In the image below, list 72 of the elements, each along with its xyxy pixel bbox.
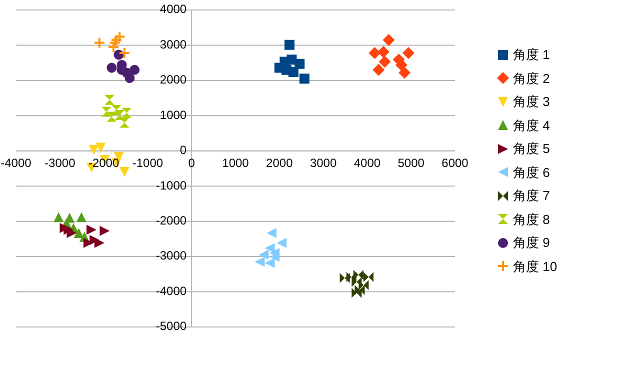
point <box>398 66 411 79</box>
point <box>76 212 86 222</box>
point <box>110 34 123 46</box>
legend-label: 角度 2 <box>513 70 550 88</box>
y-tick-label: 4000 <box>160 2 187 16</box>
y-tick-label: -1000 <box>156 178 187 192</box>
point <box>114 30 126 43</box>
y-tick-label: 3000 <box>160 37 187 52</box>
point <box>288 66 298 77</box>
point <box>54 212 64 222</box>
x-tick-label: 4000 <box>354 156 381 170</box>
x-tick-label: -3000 <box>44 156 76 170</box>
legend-label: 角度 5 <box>513 140 550 158</box>
legend-label: 角度 1 <box>513 46 550 64</box>
x-tick-label: 2000 <box>266 156 294 170</box>
point <box>118 46 130 59</box>
point <box>101 106 112 117</box>
legend-label: 角度 3 <box>513 93 550 111</box>
point <box>119 167 130 178</box>
y-tick-label: 0 <box>180 143 187 158</box>
x-tick-label: 3000 <box>310 156 337 170</box>
point <box>122 108 132 118</box>
x-tick-label: 1000 <box>222 156 250 170</box>
x-tick-label: 6000 <box>442 156 469 170</box>
point <box>352 288 362 298</box>
point <box>372 64 385 76</box>
point <box>86 224 97 235</box>
legend-label: 角度 6 <box>513 164 550 182</box>
point <box>377 46 390 58</box>
x-tick-label: -4000 <box>0 156 32 170</box>
point <box>106 112 117 122</box>
point <box>294 58 305 69</box>
y-tick-label: 1000 <box>160 108 187 122</box>
point <box>104 94 115 105</box>
point <box>266 228 276 238</box>
x-tick-label: 5000 <box>398 156 425 170</box>
point <box>364 272 374 282</box>
legend-label: 角度 7 <box>513 187 550 205</box>
y-tick-label: -2000 <box>156 214 187 228</box>
x-tick-label: -1000 <box>132 156 164 170</box>
point <box>368 46 381 59</box>
legend-label: 角度 8 <box>513 210 550 228</box>
point <box>64 224 74 235</box>
point <box>284 40 294 50</box>
point <box>258 250 269 260</box>
point <box>299 74 310 84</box>
legend-label: 角度 4 <box>513 116 550 134</box>
legend-label: 角度 9 <box>513 234 550 252</box>
point <box>74 228 84 238</box>
point <box>378 56 391 68</box>
point <box>264 258 275 268</box>
point <box>88 144 99 155</box>
point <box>382 34 395 46</box>
point <box>353 270 364 280</box>
point <box>130 64 140 75</box>
y-tick-label: 2000 <box>160 72 187 87</box>
point <box>100 226 110 236</box>
point <box>276 238 287 248</box>
y-tick-label: -3000 <box>156 248 187 263</box>
point <box>270 252 280 262</box>
point <box>96 142 106 153</box>
point <box>122 68 132 78</box>
point <box>114 110 125 120</box>
y-tick-label: -4000 <box>156 284 187 298</box>
point <box>358 280 369 290</box>
point <box>254 256 265 267</box>
y-tick-label: -5000 <box>156 319 187 334</box>
point <box>93 36 106 49</box>
legend-label: 角度 10 <box>513 258 558 276</box>
point <box>402 46 414 59</box>
point <box>83 238 94 248</box>
point <box>106 62 117 73</box>
